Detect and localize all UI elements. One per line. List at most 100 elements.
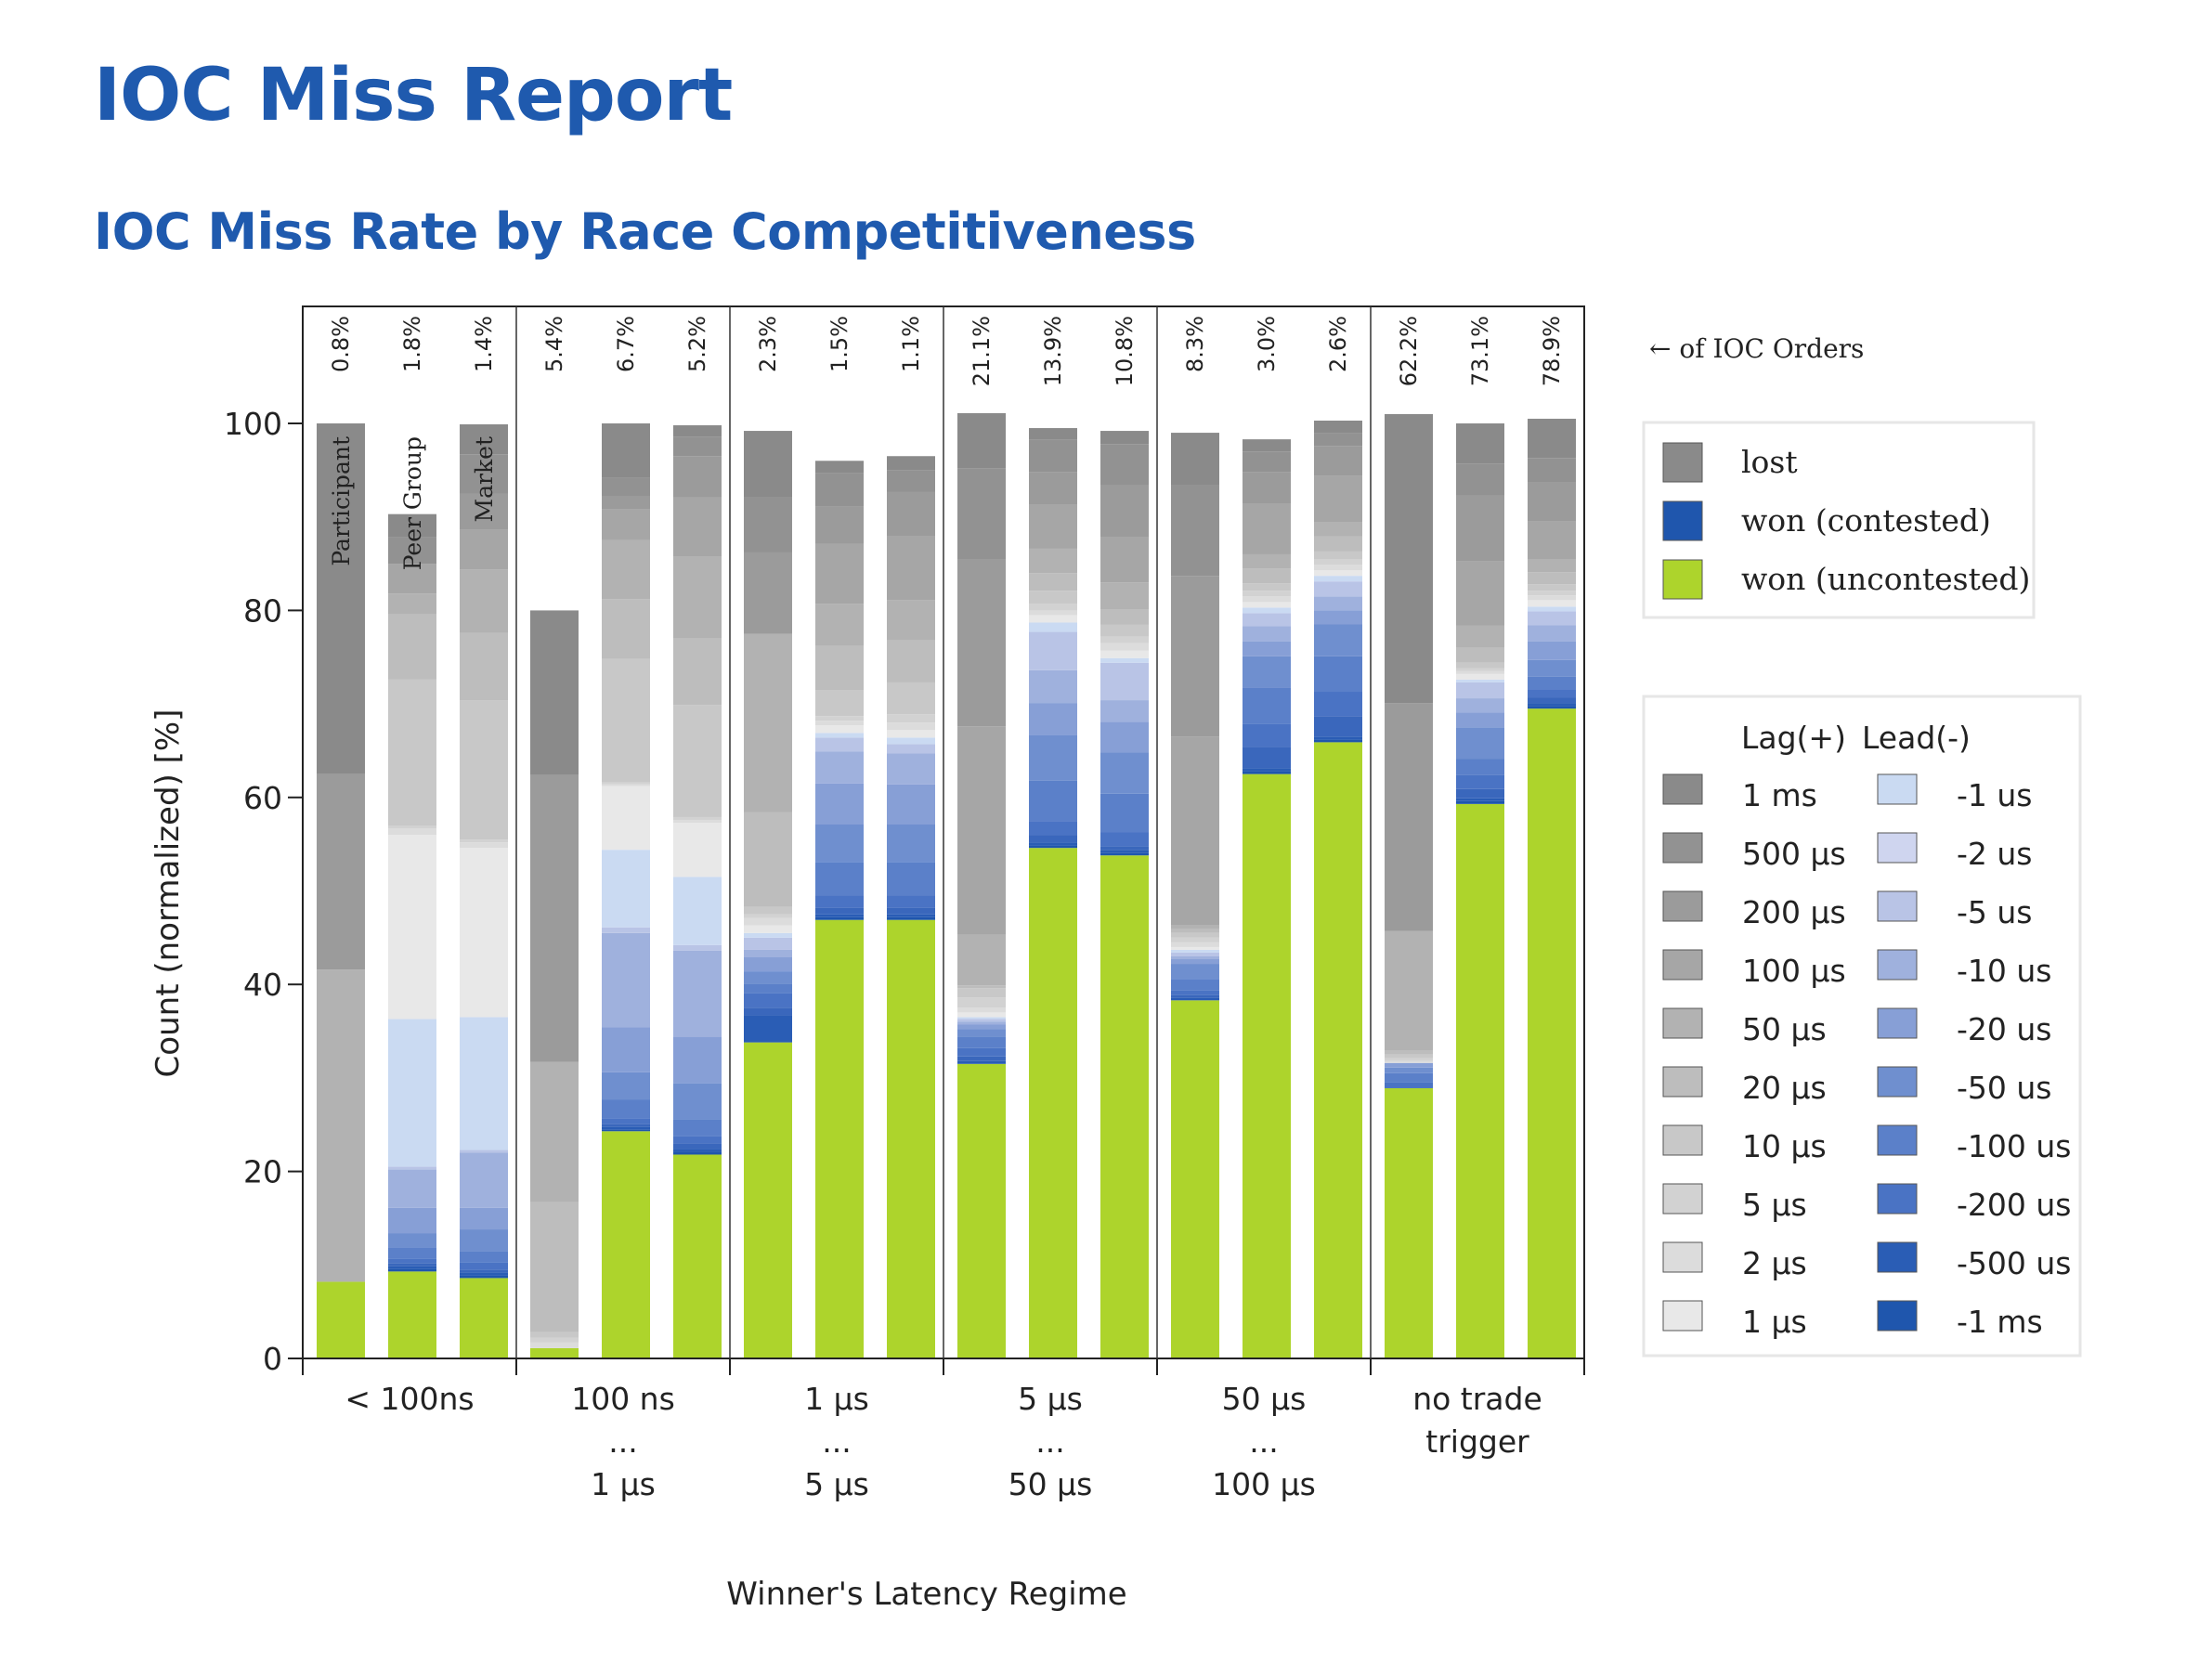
legend-label: won (contested): [1741, 502, 1991, 539]
bar-segment: [1171, 433, 1219, 486]
bar-segment: [1029, 842, 1077, 846]
bar-segment: [602, 1118, 650, 1124]
bar-segment: [602, 658, 650, 783]
ioc-percent-label: 1.1%: [898, 316, 924, 372]
bar-segment: [673, 1036, 722, 1084]
bar-segment: [673, 497, 722, 556]
bar-segment: [957, 412, 1006, 469]
legend-label: -10 us: [1957, 953, 2052, 989]
bar-segment: [1243, 656, 1291, 688]
bar-type-label: Peer Group: [399, 436, 426, 570]
bar-segment: [602, 932, 650, 1028]
bar-segment: [1243, 641, 1291, 656]
bar-segment: [602, 539, 650, 600]
bar-segment: [1528, 458, 1576, 483]
category-label: ...: [1249, 1423, 1278, 1460]
ioc-percent-label: 21.1%: [969, 316, 995, 386]
bar-segment: [460, 1275, 508, 1279]
bar-segment: [744, 932, 792, 938]
bar-segment: [815, 916, 864, 920]
legend-label: 1 ms: [1742, 777, 1817, 813]
bar-segment: [460, 632, 508, 701]
bar-segment: [744, 1042, 792, 1358]
bar-segment: [673, 1119, 722, 1137]
category-label: 100 μs: [1212, 1466, 1316, 1502]
legend-swatch: [1662, 1066, 1703, 1098]
bar-segment: [602, 1131, 650, 1358]
bar-segment: [887, 491, 935, 537]
bar-segment: [388, 1266, 436, 1269]
bar-segment: [602, 1027, 650, 1072]
bar-segment: [1029, 703, 1077, 735]
bar-segment: [1456, 798, 1504, 801]
bar-segment: [1528, 600, 1576, 607]
ioc-percent-label: 6.7%: [613, 316, 639, 372]
bar-segment: [1243, 747, 1291, 769]
y-axis-label: Count (normalized) [%]: [150, 709, 187, 1078]
bar-segment: [1029, 631, 1077, 670]
bar-segment: [1029, 622, 1077, 632]
bar-segment: [1100, 657, 1149, 663]
bar-segment: [673, 705, 722, 817]
bar-segment: [887, 895, 935, 908]
bar-segment: [1171, 997, 1219, 1001]
lead-header: Lead(-): [1862, 720, 1971, 756]
bar-segment: [1243, 439, 1291, 452]
bar-segment: [1029, 669, 1077, 704]
bar-segment: [460, 842, 508, 849]
bar-segment: [673, 950, 722, 1037]
bar-type-labels: Participant Peer Group Market: [328, 436, 498, 570]
bar-segment: [1100, 752, 1149, 794]
bar-segment: [1243, 723, 1291, 747]
y-tick-label: 0: [263, 1341, 282, 1377]
bar-segment: [1385, 1067, 1433, 1073]
bar-segment: [1385, 1060, 1433, 1063]
bar-segment: [1171, 1000, 1219, 1358]
bar-segment: [887, 753, 935, 785]
bar-segment: [1171, 946, 1219, 950]
legend-label: -2 us: [1957, 836, 2033, 872]
bar-segment: [1385, 930, 1433, 1051]
bar-segment: [1029, 848, 1077, 1358]
bar-segment: [460, 1207, 508, 1230]
legend-label: won (uncontested): [1741, 561, 2030, 597]
bar-segment: [1100, 850, 1149, 853]
bar-segment: [1243, 607, 1291, 614]
bar-segment: [1314, 581, 1362, 597]
legend-swatch: [1877, 773, 1918, 805]
bar-segment: [673, 638, 722, 706]
bar-segment: [744, 906, 792, 915]
bar-segment: [1029, 734, 1077, 781]
bar-segment: [673, 436, 722, 457]
bar-segment: [460, 529, 508, 570]
bar-segment: [1456, 788, 1504, 799]
bar-segment: [388, 1166, 436, 1170]
bar-segment: [1100, 721, 1149, 753]
legend-label: -1 ms: [1957, 1304, 2043, 1340]
legend-label: -200 us: [1957, 1187, 2072, 1223]
ioc-percent-label: 1.4%: [471, 316, 497, 372]
bar-segment: [317, 423, 365, 774]
bar-segment: [530, 1332, 579, 1338]
bar-segment: [1171, 994, 1219, 998]
bar-segment: [1243, 602, 1291, 608]
bar-segment: [887, 784, 935, 825]
bar-segment: [1385, 1072, 1433, 1083]
bar-segment: [530, 1347, 579, 1358]
ioc-percent-labels: 0.8% 1.8% 1.4% 5.4% 6.7% 5.2% 2.3% 1.5% 1.1% 21.1…: [328, 316, 1565, 386]
bar-segment: [460, 1152, 508, 1208]
bar-segment: [530, 1342, 579, 1348]
legend-label: 2 μs: [1742, 1245, 1807, 1281]
legend-swatch: [1662, 832, 1703, 864]
bar-segment: [673, 816, 722, 820]
y-tick-label: 40: [243, 967, 282, 1003]
ioc-percent-label: 0.8%: [328, 316, 354, 372]
bar-segment: [317, 773, 365, 970]
ioc-percent-label: 73.1%: [1467, 316, 1493, 386]
bar-segment: [1456, 625, 1504, 648]
y-axis: 0 20 40 60 80 100: [224, 406, 303, 1377]
bar-segment: [1100, 846, 1149, 851]
bar-segment: [1100, 832, 1149, 847]
bar-segment: [1243, 583, 1291, 591]
